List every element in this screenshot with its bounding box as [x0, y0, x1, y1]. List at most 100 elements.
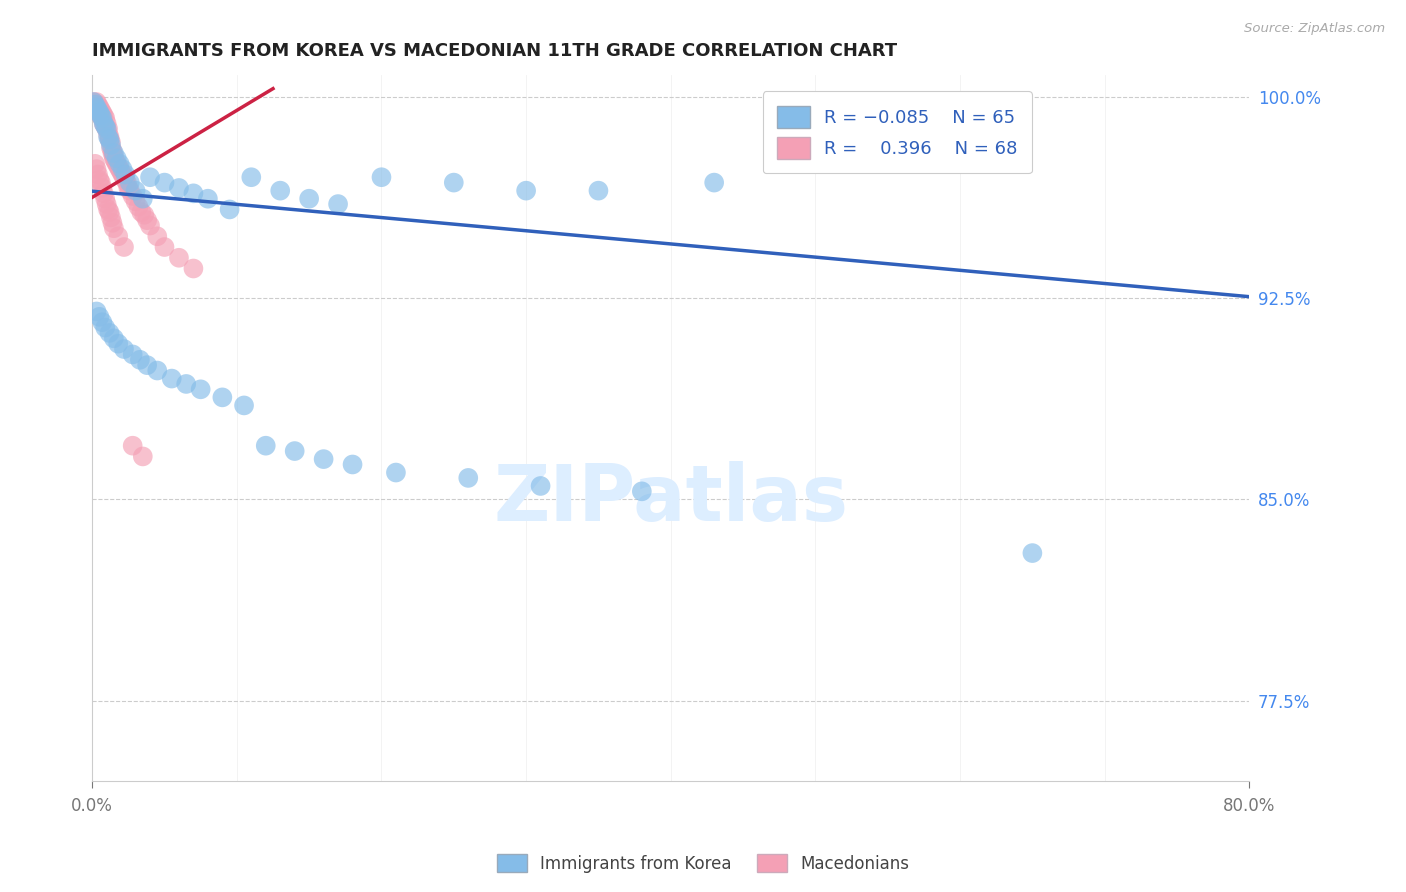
Point [86, 95, 108, 109]
Point [87, 103, 110, 117]
Point [146, 229, 169, 244]
Point [103, 149, 125, 163]
Point [370, 170, 392, 185]
Point [167, 181, 190, 195]
Point [118, 184, 141, 198]
Point [97, 122, 120, 136]
Point [94, 320, 117, 334]
Point [103, 146, 125, 161]
Point [146, 363, 169, 377]
Legend: R = −0.085    N = 65, R =    0.396    N = 68: R = −0.085 N = 65, R = 0.396 N = 68 [763, 91, 1032, 173]
Point [96, 197, 118, 211]
Legend: Immigrants from Korea, Macedonians: Immigrants from Korea, Macedonians [491, 847, 915, 880]
Point [127, 200, 149, 214]
Point [197, 192, 219, 206]
Point [111, 168, 134, 182]
Point [100, 141, 122, 155]
Point [97, 130, 120, 145]
Point [94, 119, 117, 133]
Point [103, 152, 125, 166]
Point [284, 444, 307, 458]
Point [132, 192, 155, 206]
Point [117, 181, 139, 195]
Point [121, 189, 143, 203]
Point [139, 170, 162, 185]
Point [269, 184, 291, 198]
Point [98, 326, 121, 340]
Point [96, 122, 118, 136]
Point [124, 194, 146, 209]
Point [100, 138, 122, 153]
Point [1021, 546, 1043, 560]
Point [84, 157, 107, 171]
Point [326, 197, 349, 211]
Point [111, 162, 134, 177]
Point [86, 162, 108, 177]
Point [97, 202, 120, 217]
Point [87, 103, 110, 117]
Point [91, 111, 114, 125]
Point [114, 173, 136, 187]
Point [457, 471, 479, 485]
Point [112, 170, 135, 185]
Point [112, 240, 135, 254]
Point [385, 466, 408, 480]
Point [298, 192, 321, 206]
Point [443, 176, 465, 190]
Point [107, 160, 129, 174]
Point [89, 105, 111, 120]
Point [84, 97, 107, 112]
Point [89, 105, 111, 120]
Point [96, 122, 118, 136]
Point [98, 133, 121, 147]
Point [104, 154, 127, 169]
Point [94, 111, 117, 125]
Point [132, 450, 155, 464]
Point [90, 103, 112, 117]
Point [631, 484, 654, 499]
Point [107, 229, 129, 244]
Point [101, 146, 124, 161]
Point [89, 100, 111, 114]
Point [101, 216, 124, 230]
Point [107, 336, 129, 351]
Point [240, 170, 263, 185]
Point [93, 108, 115, 122]
Point [703, 176, 725, 190]
Point [183, 186, 205, 201]
Point [89, 310, 111, 324]
Point [233, 399, 256, 413]
Point [114, 168, 136, 182]
Point [100, 211, 122, 225]
Point [129, 352, 152, 367]
Point [96, 116, 118, 130]
Point [91, 315, 114, 329]
Point [121, 347, 143, 361]
Point [108, 162, 131, 177]
Point [98, 133, 121, 147]
Point [136, 213, 159, 227]
Point [124, 184, 146, 198]
Point [134, 208, 156, 222]
Point [93, 186, 115, 201]
Point [136, 358, 159, 372]
Point [100, 136, 122, 150]
Point [86, 100, 108, 114]
Point [93, 116, 115, 130]
Point [588, 184, 610, 198]
Text: IMMIGRANTS FROM KOREA VS MACEDONIAN 11TH GRADE CORRELATION CHART: IMMIGRANTS FROM KOREA VS MACEDONIAN 11TH… [93, 42, 897, 60]
Point [90, 108, 112, 122]
Point [103, 221, 125, 235]
Point [218, 202, 240, 217]
Text: ZIPatlas: ZIPatlas [494, 461, 848, 537]
Point [110, 165, 132, 179]
Point [211, 390, 233, 404]
Point [91, 181, 114, 195]
Point [101, 144, 124, 158]
Point [112, 342, 135, 356]
Point [167, 251, 190, 265]
Point [160, 371, 183, 385]
Point [87, 168, 110, 182]
Point [90, 108, 112, 122]
Point [342, 458, 364, 472]
